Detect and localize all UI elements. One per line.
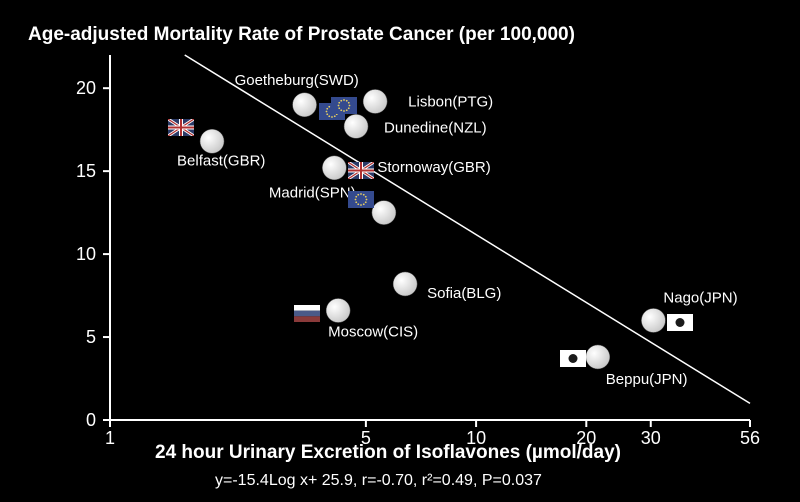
y-tick-label: 5 — [86, 327, 96, 347]
point-label: Goetheburg(SWD) — [235, 72, 359, 89]
x-tick-label: 30 — [641, 428, 661, 448]
x-tick-label: 5 — [361, 428, 371, 448]
plot-svg: 151020305605101520Belfast(GBR)Goetheburg… — [0, 0, 800, 502]
x-tick-label: 20 — [576, 428, 596, 448]
data-point — [641, 308, 665, 332]
eu-flag-icon — [348, 191, 374, 208]
point-label: Stornoway(GBR) — [377, 159, 490, 176]
data-point — [393, 272, 417, 296]
uk-flag-icon — [168, 119, 194, 136]
data-point — [326, 299, 350, 323]
data-point — [200, 129, 224, 153]
point-label: Sofia(BLG) — [427, 285, 501, 302]
point-label: Madrid(SPN) — [269, 185, 356, 202]
x-tick-label: 56 — [740, 428, 760, 448]
y-tick-label: 20 — [76, 78, 96, 98]
point-label: Dunedine(NZL) — [384, 119, 487, 136]
point-label: Beppu(JPN) — [606, 371, 688, 388]
eu-flag-icon — [331, 97, 357, 114]
ru-flag-icon — [294, 305, 320, 322]
x-tick-label: 10 — [466, 428, 486, 448]
data-point — [586, 345, 610, 369]
y-tick-label: 10 — [76, 244, 96, 264]
data-point — [363, 89, 387, 113]
y-tick-label: 15 — [76, 161, 96, 181]
point-label: Nago(JPN) — [663, 289, 737, 306]
data-point — [322, 156, 346, 180]
jp-flag-icon — [560, 350, 586, 367]
x-tick-label: 1 — [105, 428, 115, 448]
point-label: Lisbon(PTG) — [408, 93, 493, 110]
data-point — [293, 93, 317, 117]
data-point — [372, 201, 396, 225]
data-point — [344, 114, 368, 138]
point-label: Moscow(CIS) — [328, 324, 418, 341]
uk-flag-icon — [348, 162, 374, 179]
jp-flag-icon — [667, 314, 693, 331]
point-label: Belfast(GBR) — [177, 152, 265, 169]
y-tick-label: 0 — [86, 410, 96, 430]
scatter-chart: Age-adjusted Mortality Rate of Prostate … — [0, 0, 800, 502]
